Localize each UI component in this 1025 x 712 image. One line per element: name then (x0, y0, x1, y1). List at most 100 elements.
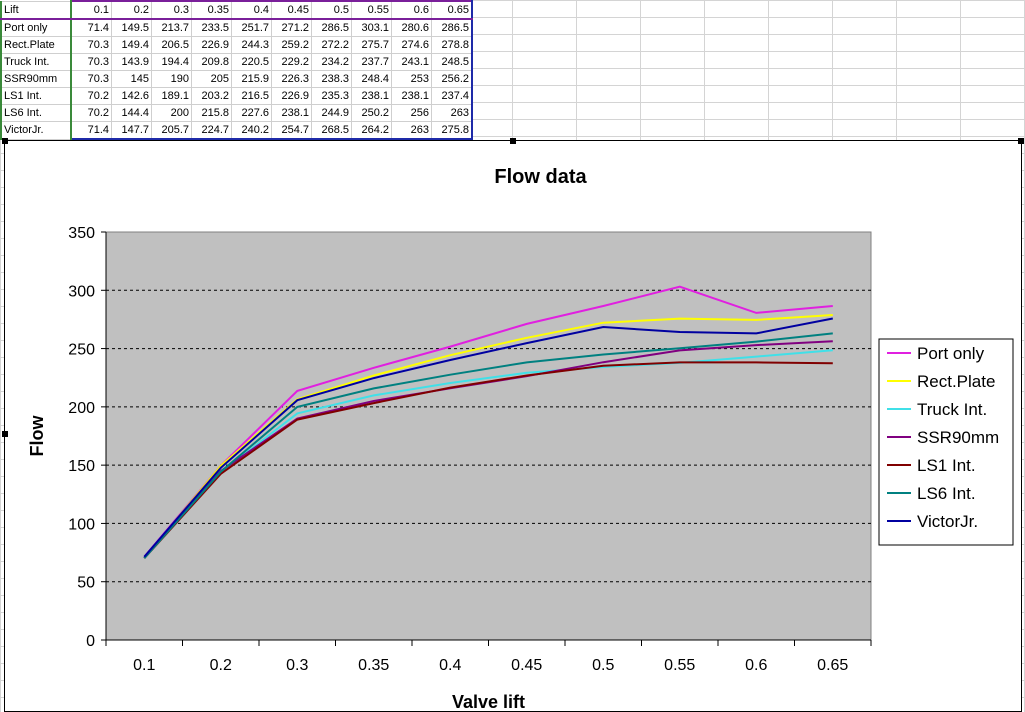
table-header-row[interactable]: Lift 0.1 0.2 0.3 0.35 0.4 0.45 0.5 0.55 0.6 0.65 (0, 0, 473, 20)
value-cell[interactable]: 303.1 (351, 18, 392, 37)
value-cell[interactable]: 248.5 (431, 53, 473, 71)
row-label-cell[interactable]: SSR90mm (0, 70, 72, 88)
value-cell[interactable]: 238.3 (311, 70, 352, 88)
table-row[interactable]: VictorJr. 71.4 147.7 205.7 224.7 240.2 254.7 26… (0, 121, 473, 140)
value-cell[interactable]: 224.7 (191, 121, 232, 140)
value-cell[interactable]: 147.7 (111, 121, 152, 140)
value-cell[interactable]: 233.5 (191, 18, 232, 37)
flow-chart[interactable]: Flow data 0 50 100 150 200 250 300 350 0.1 0.2 0.3 0… (5, 141, 1021, 711)
value-cell[interactable]: 256.2 (431, 70, 473, 88)
legend-entry[interactable]: Port only (917, 344, 985, 363)
legend-entry[interactable]: Rect.Plate (917, 372, 995, 391)
legend-entry[interactable]: VictorJr. (917, 512, 978, 531)
value-cell[interactable]: 286.5 (311, 18, 352, 37)
series-line-victorjr[interactable] (143, 317, 833, 558)
value-cell[interactable]: 226.3 (271, 70, 312, 88)
value-cell[interactable]: 145 (111, 70, 152, 88)
legend-entry[interactable]: LS1 Int. (917, 456, 976, 475)
series-line-truck-int[interactable] (143, 349, 833, 559)
lift-header-cell[interactable]: 0.55 (351, 0, 392, 20)
value-cell[interactable]: 70.3 (70, 53, 112, 71)
row-label-cell[interactable]: Truck Int. (0, 53, 72, 71)
lift-header-cell[interactable]: 0.3 (151, 0, 192, 20)
value-cell[interactable]: 209.8 (191, 53, 232, 71)
value-cell[interactable]: 234.2 (311, 53, 352, 71)
value-cell[interactable]: 227.6 (231, 104, 272, 122)
legend-entry[interactable]: LS6 Int. (917, 484, 976, 503)
value-cell[interactable]: 275.8 (431, 121, 473, 140)
value-cell[interactable]: 248.4 (351, 70, 392, 88)
value-cell[interactable]: 243.1 (391, 53, 432, 71)
value-cell[interactable]: 70.3 (70, 36, 112, 54)
value-cell[interactable]: 215.8 (191, 104, 232, 122)
lift-header-cell[interactable]: 0.1 (70, 0, 112, 20)
value-cell[interactable]: 70.3 (70, 70, 112, 88)
value-cell[interactable]: 189.1 (151, 87, 192, 105)
value-cell[interactable]: 71.4 (70, 121, 112, 140)
value-cell[interactable]: 238.1 (351, 87, 392, 105)
row-label-cell[interactable]: VictorJr. (0, 121, 72, 140)
value-cell[interactable]: 251.7 (231, 18, 272, 37)
value-cell[interactable]: 263 (391, 121, 432, 140)
table-row[interactable]: SSR90mm 70.3 145 190 205 215.9 226.3 238.3 248.4… (0, 70, 473, 88)
series-line-ls6-int[interactable] (143, 332, 833, 559)
row-label-cell[interactable]: LS1 Int. (0, 87, 72, 105)
row-label-cell[interactable]: Port only (0, 18, 72, 37)
series-line-port-only[interactable] (143, 285, 833, 558)
value-cell[interactable]: 220.5 (231, 53, 272, 71)
series-line-rect-plate[interactable] (143, 314, 833, 559)
legend-entry[interactable]: SSR90mm (917, 428, 999, 447)
value-cell[interactable]: 143.9 (111, 53, 152, 71)
value-cell[interactable]: 206.5 (151, 36, 192, 54)
value-cell[interactable]: 274.6 (391, 36, 432, 54)
value-cell[interactable]: 237.7 (351, 53, 392, 71)
value-cell[interactable]: 259.2 (271, 36, 312, 54)
value-cell[interactable]: 216.5 (231, 87, 272, 105)
value-cell[interactable]: 254.7 (271, 121, 312, 140)
value-cell[interactable]: 268.5 (311, 121, 352, 140)
value-cell[interactable]: 244.9 (311, 104, 352, 122)
legend-box[interactable] (878, 338, 1014, 546)
table-row[interactable]: LS1 Int. 70.2 142.6 189.1 203.2 216.5 226.9 235… (0, 87, 473, 105)
table-row[interactable]: Rect.Plate 70.3 149.4 206.5 226.9 244.3 259.2 2… (0, 36, 473, 54)
value-cell[interactable]: 142.6 (111, 87, 152, 105)
value-cell[interactable]: 205.7 (151, 121, 192, 140)
value-cell[interactable]: 203.2 (191, 87, 232, 105)
lift-header-cell[interactable]: 0.35 (191, 0, 232, 20)
value-cell[interactable]: 272.2 (311, 36, 352, 54)
value-cell[interactable]: 253 (391, 70, 432, 88)
value-cell[interactable]: 275.7 (351, 36, 392, 54)
lift-header-cell[interactable]: 0.45 (271, 0, 312, 20)
value-cell[interactable]: 263 (431, 104, 473, 122)
value-cell[interactable]: 235.3 (311, 87, 352, 105)
value-cell[interactable]: 229.2 (271, 53, 312, 71)
chart-resize-handle-tl[interactable] (2, 138, 8, 144)
value-cell[interactable]: 238.1 (271, 104, 312, 122)
row-label-cell[interactable]: LS6 Int. (0, 104, 72, 122)
value-cell[interactable]: 244.3 (231, 36, 272, 54)
value-cell[interactable]: 194.4 (151, 53, 192, 71)
lift-header-cell[interactable]: 0.5 (311, 0, 352, 20)
value-cell[interactable]: 238.1 (391, 87, 432, 105)
value-cell[interactable]: 226.9 (191, 36, 232, 54)
chart-resize-handle-tr[interactable] (1018, 138, 1024, 144)
value-cell[interactable]: 256 (391, 104, 432, 122)
value-cell[interactable]: 240.2 (231, 121, 272, 140)
value-cell[interactable]: 213.7 (151, 18, 192, 37)
value-cell[interactable]: 205 (191, 70, 232, 88)
lift-header-cell[interactable]: 0.2 (111, 0, 152, 20)
value-cell[interactable]: 286.5 (431, 18, 473, 37)
value-cell[interactable]: 149.5 (111, 18, 152, 37)
chart-resize-handle-ml[interactable] (2, 431, 8, 437)
table-row[interactable]: LS6 Int. 70.2 144.4 200 215.8 227.6 238.1 244.9… (0, 104, 473, 122)
series-line-ls1-int[interactable] (143, 361, 833, 559)
value-cell[interactable]: 237.4 (431, 87, 473, 105)
value-cell[interactable]: 70.2 (70, 87, 112, 105)
value-cell[interactable]: 278.8 (431, 36, 473, 54)
value-cell[interactable]: 250.2 (351, 104, 392, 122)
value-cell[interactable]: 71.4 (70, 18, 112, 37)
value-cell[interactable]: 226.9 (271, 87, 312, 105)
value-cell[interactable]: 70.2 (70, 104, 112, 122)
value-cell[interactable]: 271.2 (271, 18, 312, 37)
chart-area[interactable]: Flow data 0 50 100 150 200 250 300 350 0.1 0.2 0.3 0… (2, 138, 1024, 712)
